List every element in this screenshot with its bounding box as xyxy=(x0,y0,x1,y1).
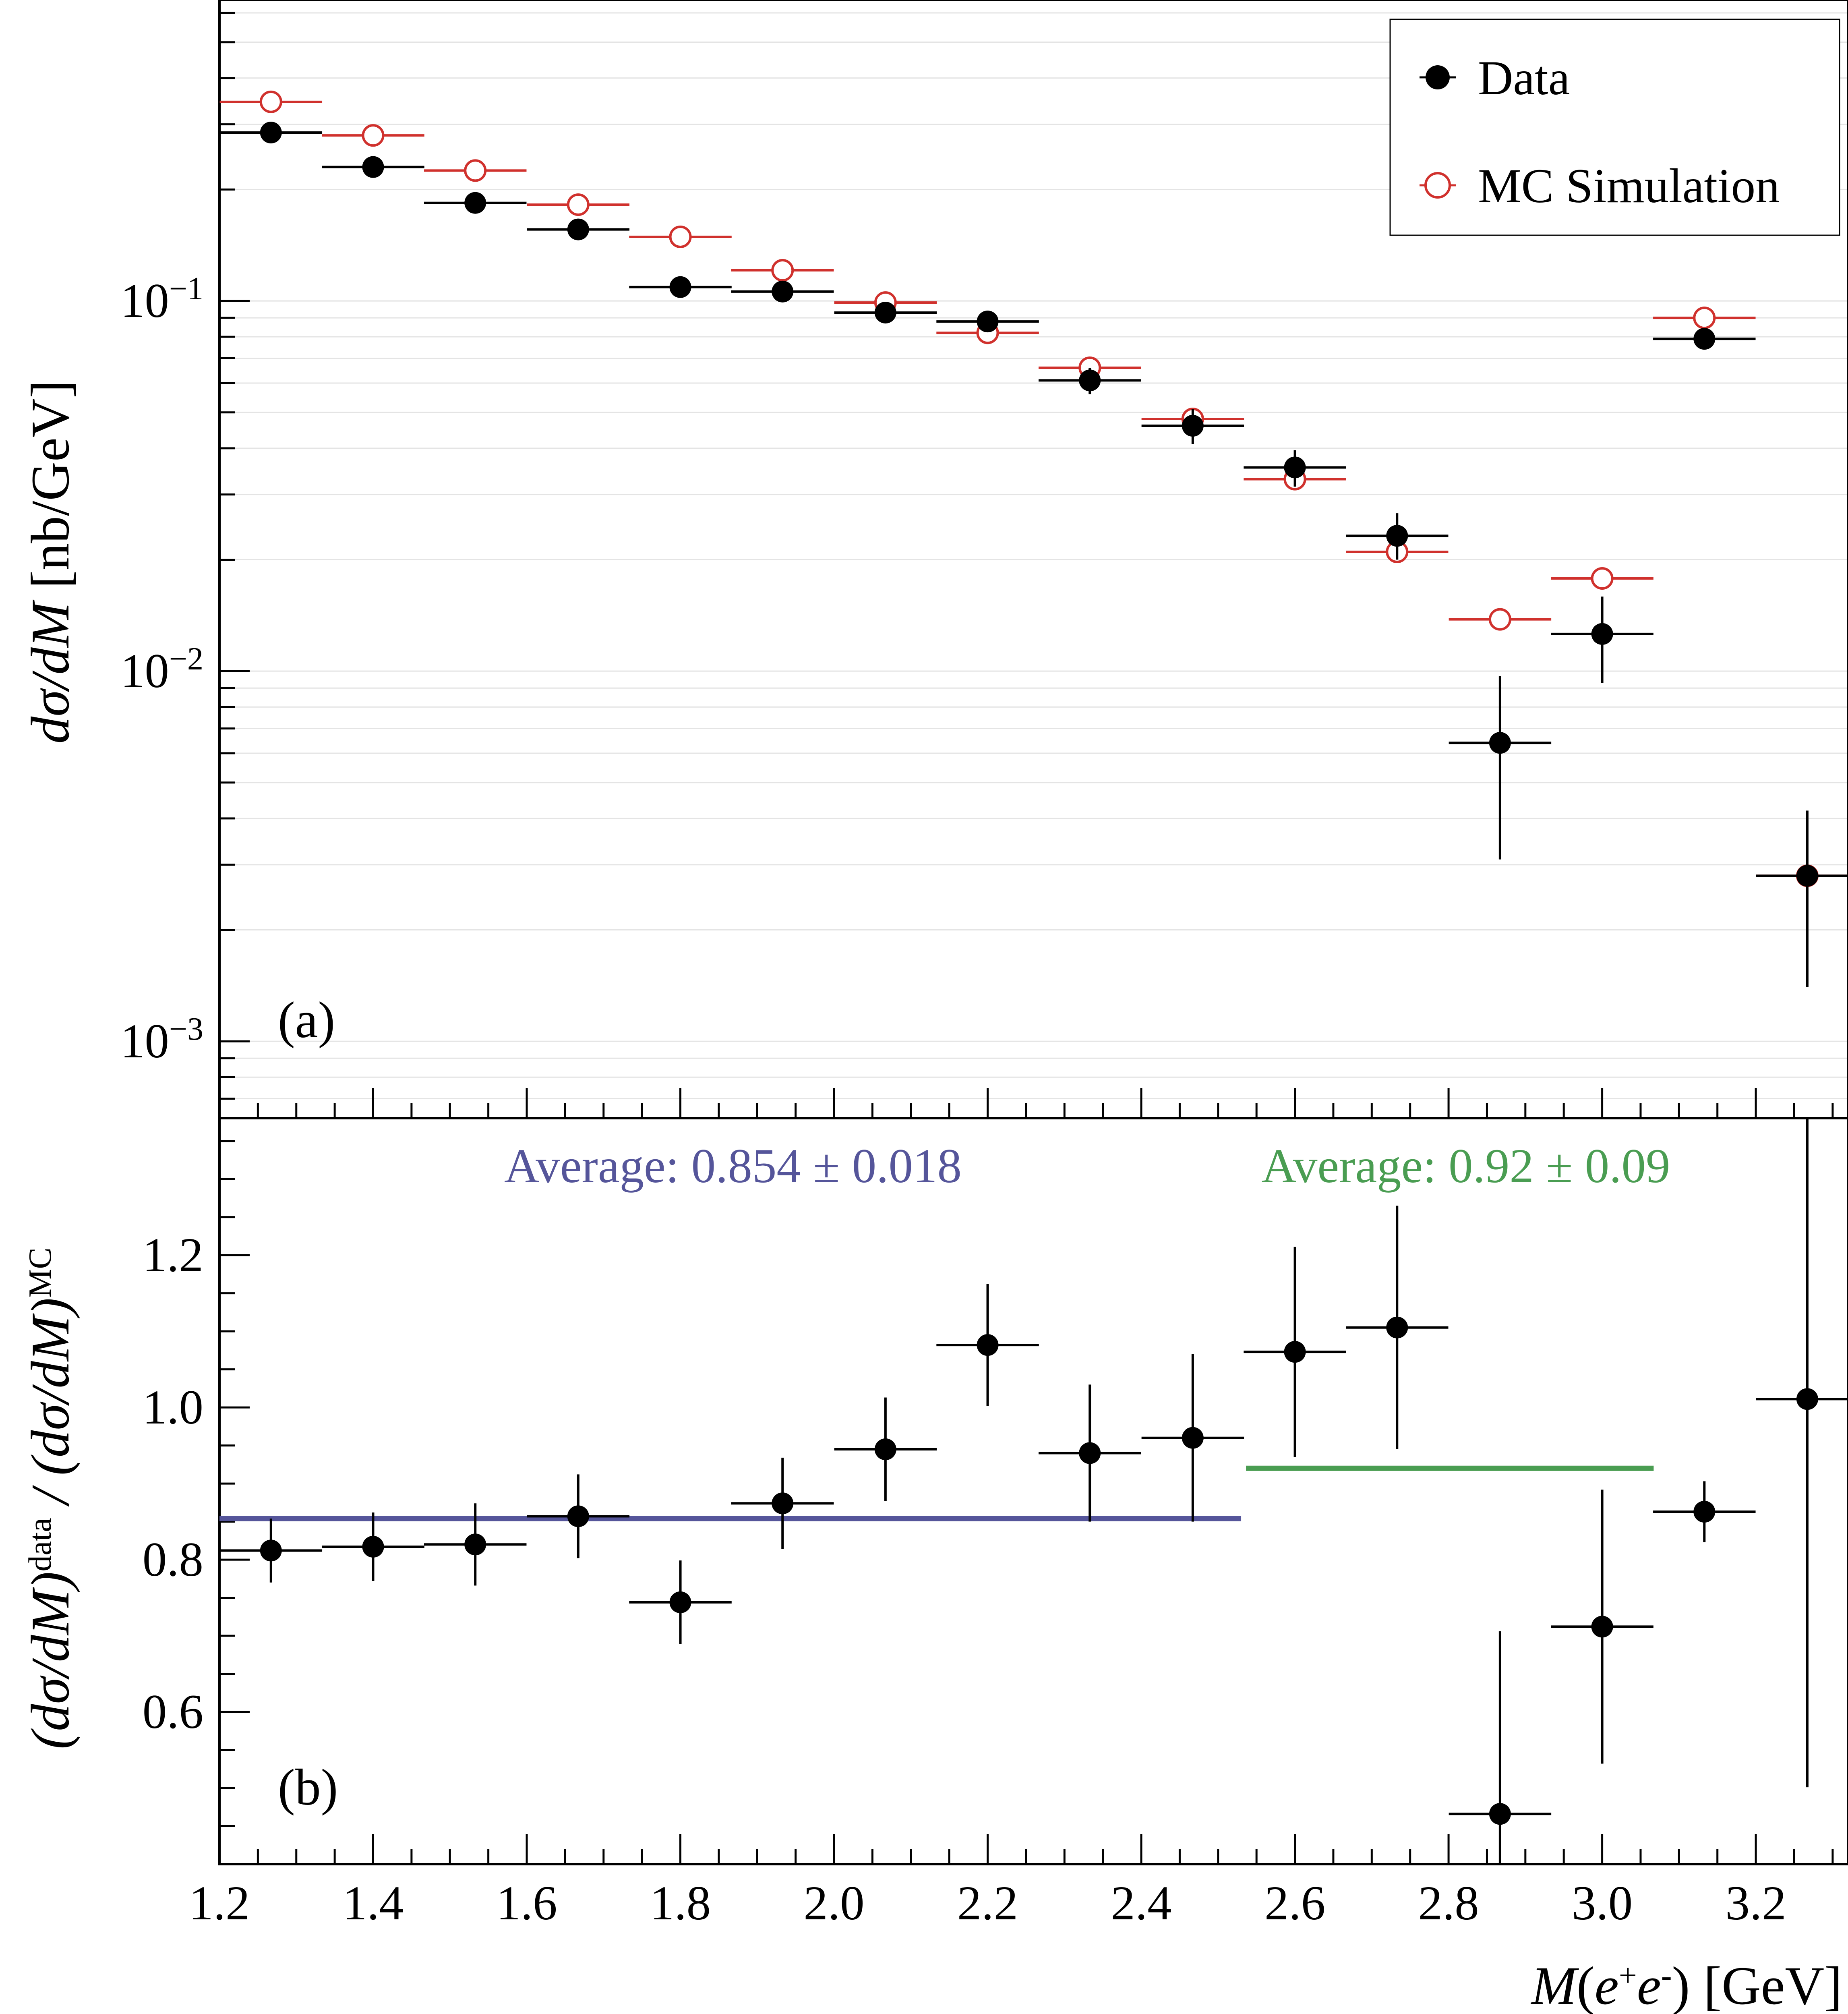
legend-marker-mc xyxy=(1424,172,1451,199)
mc-point xyxy=(669,225,692,248)
ratio-point xyxy=(874,1438,896,1461)
legend: Data MC Simulation xyxy=(1389,19,1840,236)
y-tick-label-bottom: 0.6 xyxy=(143,1685,203,1739)
data-point xyxy=(362,156,384,178)
legend-label-mc: MC Simulation xyxy=(1478,159,1780,213)
ratio-point xyxy=(1591,1616,1613,1638)
x-tick-label: 2.8 xyxy=(1418,1876,1479,1930)
data-point xyxy=(1079,369,1101,392)
data-point xyxy=(669,276,691,298)
y-axis-title-bottom: (dσ/dM)data / (dσ/dM)MC xyxy=(21,1247,81,1749)
data-point xyxy=(1591,623,1613,645)
data-point xyxy=(1386,525,1408,547)
data-point xyxy=(1284,456,1306,479)
legend-entry-data: Data xyxy=(1420,51,1570,105)
data-point xyxy=(1693,328,1716,350)
bottom-panel-frame xyxy=(218,1117,1848,1865)
x-tick-label: 2.6 xyxy=(1264,1876,1325,1930)
data-point xyxy=(772,280,794,303)
y-tick-label-bottom: 0.8 xyxy=(143,1533,203,1587)
mc-point xyxy=(259,90,282,113)
data-point xyxy=(874,302,896,324)
y-tick-label-bottom: 1.2 xyxy=(143,1228,203,1282)
x-tick-label: 1.4 xyxy=(343,1876,404,1930)
mc-point xyxy=(567,193,590,216)
panel-label-b: (b) xyxy=(278,1759,338,1816)
ratio-point xyxy=(464,1533,486,1556)
ratio-point xyxy=(772,1492,794,1515)
y-tick-mantissa: 10 xyxy=(120,1014,169,1068)
mc-point xyxy=(464,159,487,182)
ratio-point xyxy=(669,1591,691,1613)
y-tick-label-bottom: 1.0 xyxy=(143,1380,203,1434)
legend-entry-mc: MC Simulation xyxy=(1420,159,1780,213)
ratio-point xyxy=(1284,1341,1306,1363)
data-point xyxy=(977,311,999,333)
panel-label-a: (a) xyxy=(278,991,335,1048)
data-point xyxy=(464,192,486,214)
ratio-point xyxy=(567,1505,589,1527)
y-tick-exponent: −1 xyxy=(169,271,203,307)
y-tick-mantissa: 10 xyxy=(120,644,169,698)
bottom-panel-ticks: 1.2 1.4 1.6 1.8 2.0 2.2 2.4 2.6 2.8 3.0 3.2 0.6 0.8 1… xyxy=(143,1140,1834,1930)
bottom-panel-marks xyxy=(219,1118,1848,1864)
mc-point xyxy=(362,124,385,147)
data-point xyxy=(1489,732,1511,754)
average-lines xyxy=(219,1465,1654,1521)
legend-label-data: Data xyxy=(1478,51,1570,105)
y-tick-exponent: −2 xyxy=(169,641,203,677)
legend-box xyxy=(1389,19,1840,236)
legend-marker-data xyxy=(1426,65,1450,89)
ratio-point xyxy=(1693,1501,1716,1523)
ratio-point xyxy=(362,1535,384,1558)
ratio-point xyxy=(260,1540,282,1562)
x-tick-label: 1.2 xyxy=(189,1876,250,1930)
y-tick-exponent: −3 xyxy=(169,1011,203,1047)
y-tick-label-top: 10−1 xyxy=(120,271,203,328)
mc-point xyxy=(1591,567,1614,590)
y-tick-label-top: 10−3 xyxy=(120,1011,203,1068)
data-point xyxy=(260,122,282,144)
y-tick-label-top: 10−2 xyxy=(120,641,203,698)
average-label-high-mass: Average: 0.92 ± 0.09 xyxy=(1261,1139,1670,1193)
ratio-point xyxy=(1182,1427,1204,1449)
x-tick-label: 1.6 xyxy=(496,1876,557,1930)
mc-point xyxy=(1488,608,1511,631)
x-axis-title: M(e+e-) [GeV] xyxy=(1530,1956,1842,2014)
top-panel-ticks: 10−110−210−3 xyxy=(120,12,1834,1118)
ratio-point xyxy=(1386,1316,1408,1339)
x-tick-label: 3.0 xyxy=(1572,1876,1633,1930)
ratio-point xyxy=(977,1334,999,1356)
x-tick-label: 2.0 xyxy=(803,1876,864,1930)
x-tick-label: 1.8 xyxy=(650,1876,711,1930)
x-tick-label: 2.4 xyxy=(1111,1876,1171,1930)
data-point xyxy=(567,218,589,240)
ratio-point xyxy=(1079,1442,1101,1464)
average-label-low-mass: Average: 0.854 ± 0.018 xyxy=(504,1139,962,1193)
mc-point xyxy=(771,259,794,282)
top-panel-marks xyxy=(219,90,1848,987)
x-tick-label: 3.2 xyxy=(1725,1876,1786,1930)
data-point xyxy=(1182,415,1204,437)
ratio-point xyxy=(1489,1803,1511,1825)
y-tick-mantissa: 10 xyxy=(120,274,169,328)
y-axis-title-top: dσ/dM [nb/GeV] xyxy=(21,380,81,744)
x-tick-label: 2.2 xyxy=(957,1876,1018,1930)
data-point xyxy=(1796,865,1818,887)
ratio-point xyxy=(1796,1388,1818,1410)
mc-point xyxy=(1693,307,1716,329)
